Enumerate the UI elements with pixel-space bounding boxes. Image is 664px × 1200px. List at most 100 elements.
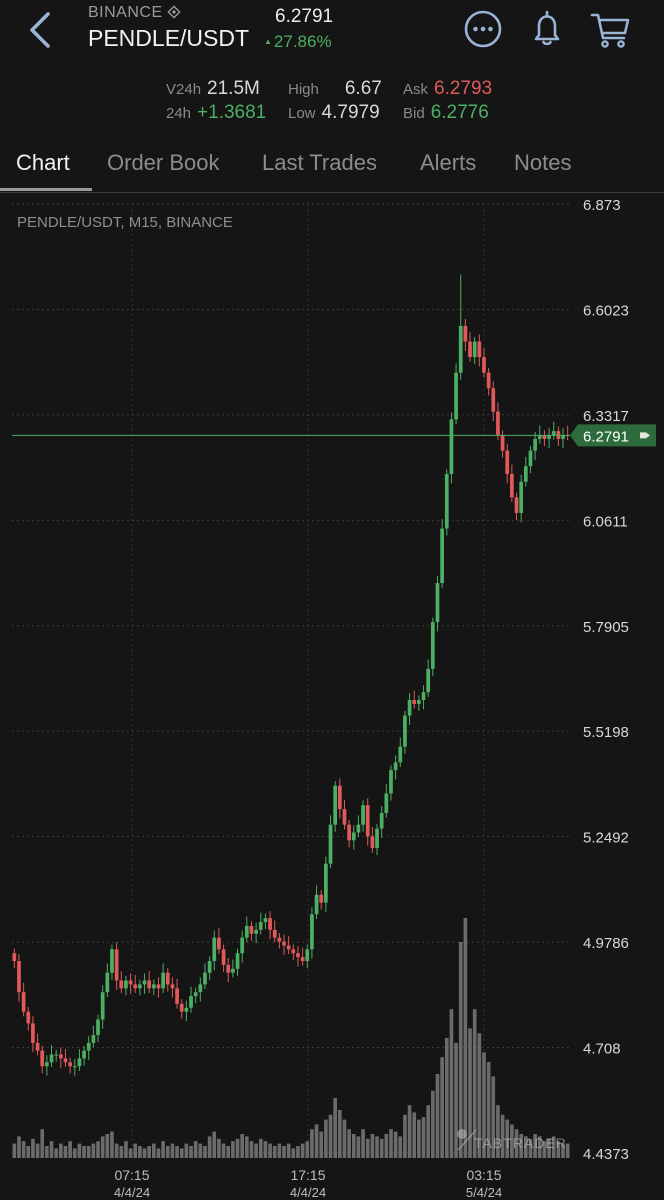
volume-bar <box>468 1028 472 1158</box>
candle <box>226 957 231 983</box>
volume-bar <box>26 1146 31 1158</box>
candle-body <box>21 992 26 1012</box>
volume-bar <box>370 1134 375 1158</box>
volume-bar <box>119 1146 124 1158</box>
candle-body <box>268 918 272 930</box>
y-tick-label: 6.873 <box>583 197 621 214</box>
volume-bar <box>491 1076 496 1158</box>
volume-bar <box>86 1146 91 1158</box>
candle-body <box>486 372 491 389</box>
candle <box>510 464 514 503</box>
candle-body <box>351 832 356 841</box>
tab-chart[interactable]: Chart <box>16 150 70 175</box>
volume-bar <box>356 1136 361 1158</box>
price-chart[interactable]: 6.873 6.6023 6.3317 6.0611 5.7905 5.5198 5.249… <box>0 192 664 1200</box>
candle <box>537 425 542 444</box>
watermark-slash <box>457 1129 477 1151</box>
candle-body <box>286 945 291 950</box>
tab-alerts[interactable]: Alerts <box>420 150 477 175</box>
candle <box>468 332 472 362</box>
volume-bar <box>12 1143 17 1158</box>
candle-body <box>510 474 514 498</box>
current-price-tag <box>570 424 656 447</box>
candle-body <box>472 341 477 358</box>
candle <box>533 431 537 460</box>
candle-body <box>356 824 361 833</box>
volume-bar <box>207 1136 212 1158</box>
volume-bar <box>412 1112 417 1158</box>
candle-body <box>184 1007 189 1012</box>
candle-body <box>375 828 379 849</box>
volume-bar <box>189 1146 193 1158</box>
volume-bar <box>54 1148 58 1158</box>
candle-body <box>407 699 412 716</box>
volume-bar <box>142 1148 147 1158</box>
exchange-label: BINANCE <box>88 4 163 21</box>
candle-body <box>91 1035 96 1043</box>
candle-body <box>561 435 565 439</box>
volume-bar <box>561 1143 565 1158</box>
candle-body <box>421 692 426 700</box>
candle-body <box>328 824 333 864</box>
candle <box>231 959 235 978</box>
candle <box>440 519 444 588</box>
cart-icon[interactable] <box>590 8 632 50</box>
volume-bar <box>45 1146 49 1158</box>
volume-bar <box>72 1148 77 1158</box>
candle-body <box>161 972 165 989</box>
volume-bar <box>310 1129 314 1158</box>
volume-bar <box>565 1143 570 1158</box>
tab-notes[interactable]: Notes <box>514 150 572 175</box>
candle <box>482 347 486 378</box>
candle <box>151 979 156 996</box>
candle-body <box>514 497 519 513</box>
more-options-icon[interactable] <box>462 8 504 50</box>
volume-bar <box>379 1138 384 1158</box>
candle <box>547 428 551 449</box>
tab-order-book[interactable]: Order Book <box>107 150 220 175</box>
candle <box>263 913 268 930</box>
volume-bar <box>156 1148 161 1158</box>
candle <box>147 971 152 993</box>
candle-body <box>119 980 124 989</box>
candle-body <box>463 325 468 342</box>
candle-body <box>193 992 198 997</box>
candle <box>454 363 458 425</box>
candle <box>198 977 203 1002</box>
candle-body <box>68 1062 72 1067</box>
candle <box>314 885 319 919</box>
binance-logo-icon <box>166 5 181 24</box>
candle-body <box>347 824 351 841</box>
bell-icon[interactable] <box>526 8 568 50</box>
stat-v24h-label: V24h <box>166 81 202 98</box>
candle <box>170 977 175 998</box>
price-change-value: 27.86% <box>273 32 332 51</box>
current-price-label: 6.2791 <box>583 428 629 445</box>
candle <box>54 1049 59 1062</box>
tab-last-trades[interactable]: Last Trades <box>262 150 377 175</box>
candle-body <box>551 431 556 436</box>
candle-body <box>156 984 161 989</box>
candle-body <box>361 805 365 825</box>
back-icon[interactable] <box>22 8 62 52</box>
volume-bar <box>170 1143 175 1158</box>
stat-low: Low 4.7979 <box>288 102 380 124</box>
candle <box>528 445 533 474</box>
candle <box>426 659 431 697</box>
candle <box>114 942 119 990</box>
candle <box>519 474 524 523</box>
candle <box>40 1045 45 1074</box>
candle <box>370 827 375 853</box>
candle-body <box>337 785 342 810</box>
volume-bar <box>96 1141 100 1158</box>
candle-body <box>528 450 533 467</box>
candle <box>430 617 435 676</box>
volume-bar <box>17 1136 21 1158</box>
volume-bar <box>444 1038 449 1158</box>
candle-body <box>547 435 551 439</box>
candle-body <box>254 929 258 934</box>
candle <box>58 1047 63 1068</box>
volume-bar <box>240 1134 244 1158</box>
volume-bar <box>291 1148 296 1158</box>
volume-bar <box>193 1141 198 1158</box>
